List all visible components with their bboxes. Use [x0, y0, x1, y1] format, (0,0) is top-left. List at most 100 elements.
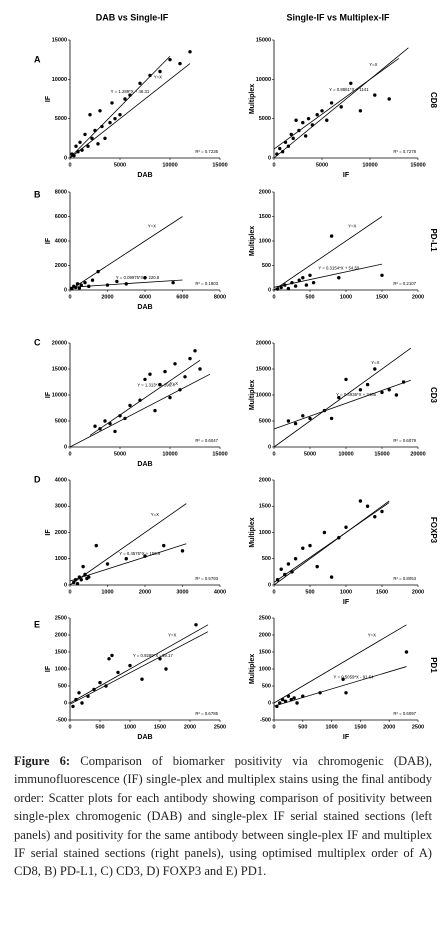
- r-squared: R² = 0.6785: [195, 711, 218, 716]
- data-point: [290, 570, 294, 574]
- data-point: [110, 101, 114, 105]
- x-tick-label: 1500: [376, 589, 388, 595]
- y-tick-label: 1000: [259, 666, 271, 672]
- data-point: [365, 504, 370, 508]
- data-point: [87, 284, 91, 289]
- data-point: [148, 372, 152, 376]
- data-point: [158, 382, 162, 387]
- y-tick-label: 1500: [55, 649, 67, 655]
- y-tick-label: 2000: [259, 632, 271, 638]
- r-squared: R² = 0.7235: [195, 149, 218, 154]
- y-tick-label: 0: [64, 444, 67, 450]
- data-point: [303, 134, 308, 138]
- data-point: [77, 691, 81, 695]
- data-point: [183, 375, 187, 379]
- line-label: Y=X: [148, 223, 156, 228]
- line-label: Y = 0.09975*X + 220.8: [116, 275, 160, 280]
- y-tick-label: 1000: [55, 556, 67, 562]
- x-tick-label: 500: [305, 294, 314, 300]
- data-point: [286, 419, 291, 423]
- y-tick-label: 5000: [259, 116, 271, 122]
- x-tick-label: 500: [95, 724, 104, 730]
- y-axis-label: IF: [45, 237, 52, 244]
- row-marker: CD3: [429, 387, 438, 404]
- x-tick-label: 4000: [214, 589, 226, 595]
- line-label: Y=X: [371, 360, 379, 365]
- data-point: [286, 144, 291, 148]
- x-tick-label: 10000: [162, 162, 177, 168]
- x-axis-label: IF: [343, 734, 350, 741]
- data-point: [290, 280, 294, 285]
- line-label: Y=X: [168, 633, 176, 638]
- x-tick-label: 15000: [374, 451, 389, 457]
- data-point: [329, 416, 334, 421]
- data-point: [168, 57, 172, 62]
- data-point: [80, 148, 84, 152]
- data-point: [387, 388, 391, 392]
- data-point: [301, 546, 305, 550]
- r-squared: R² = 0.7278: [393, 149, 416, 154]
- data-point: [180, 549, 185, 553]
- fit-line: [273, 379, 411, 430]
- data-point: [294, 118, 298, 122]
- line-label: Y = 0.4936*X + 3466: [336, 392, 376, 397]
- fit-line: [69, 216, 183, 291]
- y-tick-label: 5000: [55, 418, 67, 424]
- x-tick-label: 3000: [176, 589, 188, 595]
- fit-line: [273, 347, 412, 448]
- y-axis-label: IF: [45, 529, 52, 536]
- x-tick-label: 1000: [340, 294, 352, 300]
- data-point: [93, 128, 97, 133]
- x-tick-label: 1000: [340, 589, 352, 595]
- data-point: [286, 562, 291, 566]
- fit-line: [273, 216, 383, 291]
- data-point: [86, 694, 90, 698]
- x-tick-label: 0: [68, 589, 71, 595]
- x-tick-label: 2000: [412, 294, 424, 300]
- data-point: [168, 395, 172, 400]
- row-letter: E: [34, 619, 40, 629]
- line-label: Y = 0.8861*X + 1141: [329, 87, 369, 92]
- data-point: [92, 687, 96, 692]
- line-label: Y=X: [368, 633, 376, 638]
- data-point: [339, 105, 343, 109]
- fit-line: [273, 624, 407, 704]
- data-point: [113, 116, 117, 121]
- data-point: [308, 543, 312, 548]
- data-point: [387, 97, 391, 101]
- data-point: [90, 136, 94, 141]
- data-point: [143, 276, 147, 280]
- data-point: [278, 701, 282, 705]
- x-tick-label: 4000: [139, 294, 151, 300]
- y-tick-label: 6000: [55, 214, 67, 220]
- y-tick-label: 2000: [55, 530, 67, 536]
- fit-line: [69, 63, 191, 159]
- data-point: [158, 657, 162, 661]
- data-point: [283, 283, 287, 287]
- data-point: [79, 578, 83, 582]
- data-point: [311, 280, 316, 285]
- y-tick-label: 0: [268, 582, 271, 588]
- x-tick-label: 20000: [410, 451, 425, 457]
- data-point: [74, 697, 78, 702]
- y-axis-label: IF: [45, 95, 52, 102]
- line-label: Y = 0.5059*X - 91.64: [334, 675, 375, 680]
- data-point: [325, 118, 329, 122]
- data-point: [178, 388, 182, 392]
- fit-line: [69, 55, 171, 158]
- x-tick-label: 15000: [212, 162, 227, 168]
- data-point: [128, 663, 132, 668]
- y-tick-label: 0: [64, 287, 67, 293]
- data-point: [308, 416, 312, 421]
- data-point: [83, 280, 87, 285]
- data-point: [72, 580, 76, 585]
- data-point: [292, 696, 296, 700]
- y-tick-label: 4000: [55, 477, 67, 483]
- data-point: [318, 691, 322, 695]
- data-point: [198, 367, 202, 371]
- y-tick-label: -500: [260, 717, 271, 723]
- column-header: DAB vs Single-IF: [96, 12, 169, 22]
- y-tick-label: 0: [64, 155, 67, 161]
- data-point: [344, 525, 348, 529]
